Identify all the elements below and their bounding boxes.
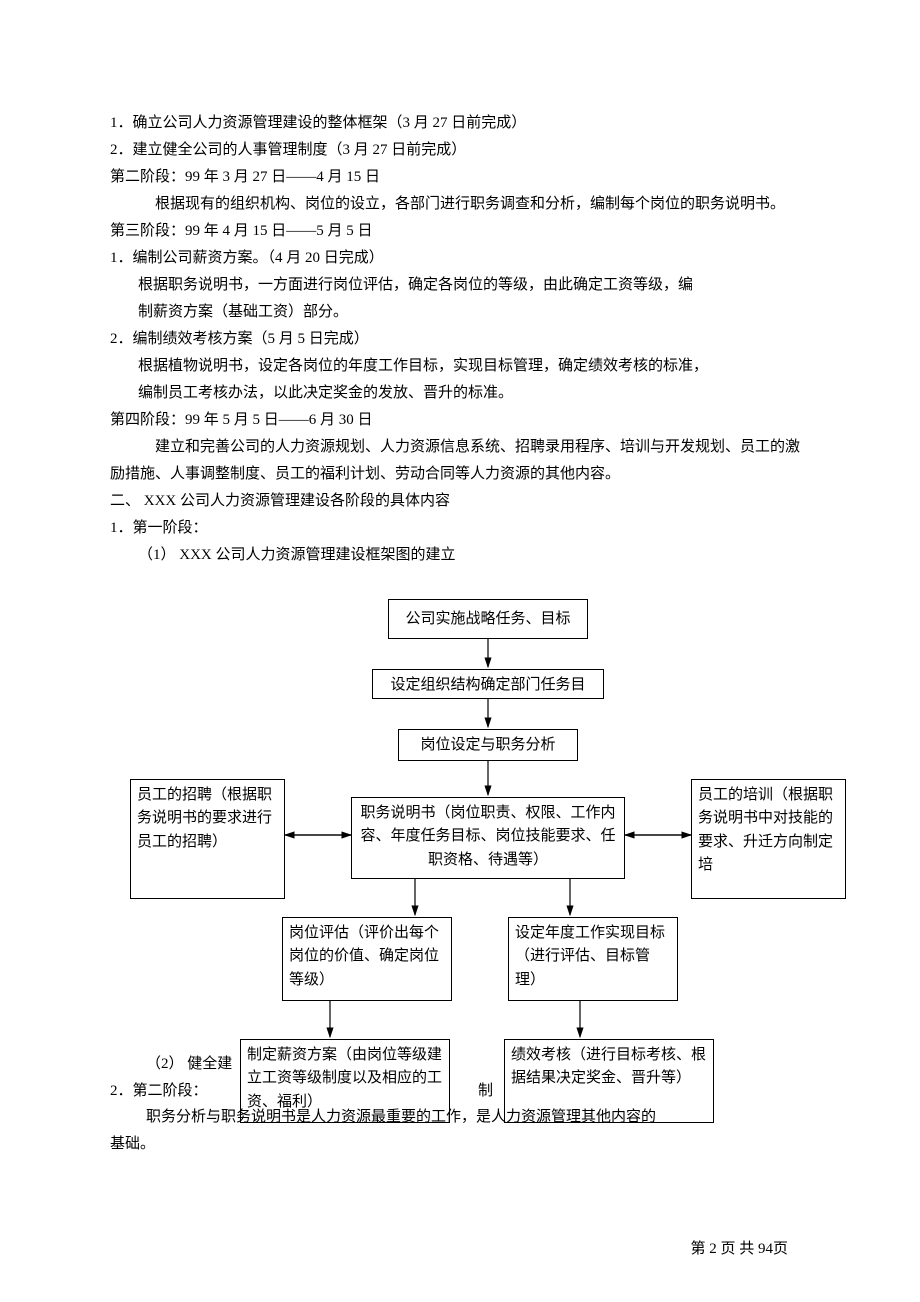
line-7a: 根据职务说明书，一方面进行岗位评估，确定各岗位的等级，由此确定工资等级，编 <box>110 272 810 299</box>
node-strategy: 公司实施战略任务、目标 <box>388 599 588 639</box>
line-15: （2） 健全建 <box>146 1051 232 1078</box>
line-14: （1） XXX 公司人力资源管理建设框架图的建立 <box>110 542 810 569</box>
line-5: 第三阶段：99 年 4 月 15 日——5 月 5 日 <box>110 218 810 245</box>
line-16: 2．第二阶段： <box>110 1078 208 1105</box>
line-10: 第四阶段：99 年 5 月 5 日——6 月 30 日 <box>110 407 810 434</box>
line-9b: 编制员工考核办法，以此决定奖金的发放、晋升的标准。 <box>110 380 810 407</box>
line-18: 基础。 <box>110 1131 155 1158</box>
node-job-analysis: 岗位设定与职务分析 <box>398 729 578 761</box>
line-1: 1．确立公司人力资源管理建设的整体框架（3 月 27 日前完成） <box>110 110 810 137</box>
line-9a: 根据植物说明书，设定各岗位的年度工作目标，实现目标管理，确定绩效考核的标准， <box>110 353 810 380</box>
node-annual-goals: 设定年度工作实现目标（进行评估、目标管理） <box>508 917 678 1001</box>
line-4: 根据现有的组织机构、岗位的设立，各部门进行职务调查和分析，编制每个岗位的职务说明… <box>110 191 810 218</box>
hr-flowchart: 公司实施战略任务、目标 设定组织结构确定部门任务目 岗位设定与职务分析 职务说明… <box>110 599 810 1189</box>
node-job-description: 职务说明书（岗位职责、权限、工作内容、年度任务目标、岗位技能要求、任职资格、待遇… <box>351 797 625 879</box>
node-job-evaluation: 岗位评估（评价出每个岗位的价值、确定岗位等级） <box>282 917 452 1001</box>
line-13: 1．第一阶段： <box>110 515 810 542</box>
line-3: 第二阶段：99 年 3 月 27 日——4 月 15 日 <box>110 164 810 191</box>
node-recruitment: 员工的招聘（根据职务说明书的要求进行员工的招聘） <box>130 779 285 899</box>
line-8: 2．编制绩效考核方案（5 月 5 日完成） <box>110 326 810 353</box>
line-6: 1．编制公司薪资方案。（4 月 20 日完成） <box>110 245 810 272</box>
line-12: 二、 XXX 公司人力资源管理建设各阶段的具体内容 <box>110 488 810 515</box>
node-training: 员工的培训（根据职务说明书中对技能的要求、升迁方向制定培 <box>691 779 846 899</box>
line-2: 2．建立健全公司的人事管理制度（3 月 27 日前完成） <box>110 137 810 164</box>
line-7b: 制薪资方案（基础工资）部分。 <box>110 299 810 326</box>
line-17: 职务分析与职务说明书是人力资源最重要的工作，是人力资源管理其他内容的 <box>146 1104 846 1131</box>
line-11: 建立和完善公司的人力资源规划、人力资源信息系统、招聘录用程序、培训与开发规划、员… <box>110 434 810 488</box>
node-org-structure: 设定组织结构确定部门任务目 <box>372 669 604 699</box>
line-16b: 制 <box>478 1078 493 1105</box>
document-body: 1．确立公司人力资源管理建设的整体框架（3 月 27 日前完成） 2．建立健全公… <box>110 110 810 1189</box>
page-footer: 第 2 页 共 94页 <box>690 1237 788 1258</box>
